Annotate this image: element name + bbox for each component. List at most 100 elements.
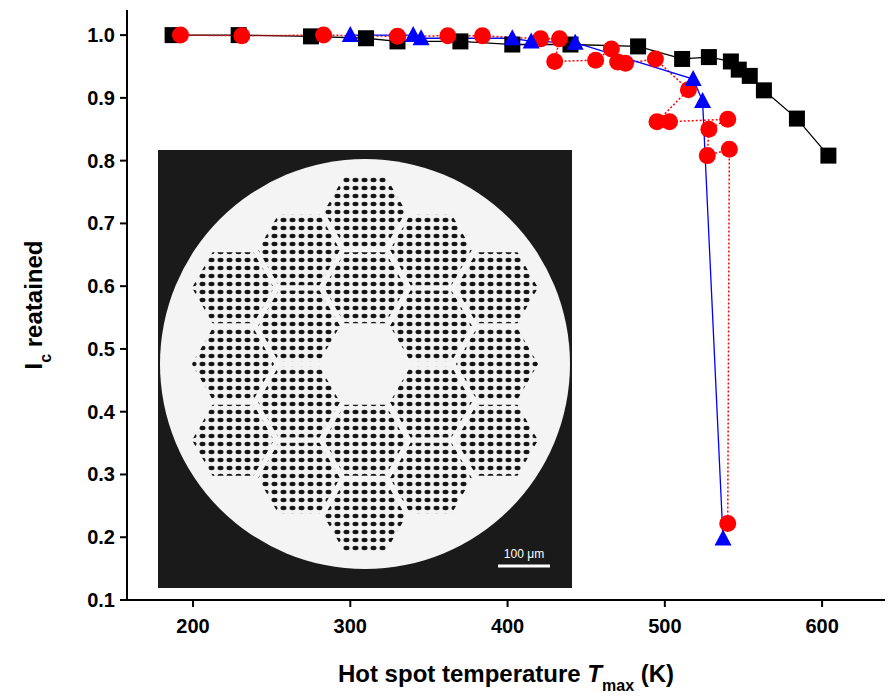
marker bbox=[413, 29, 430, 45]
sub-bundle bbox=[258, 214, 340, 285]
x-tick-label: 500 bbox=[648, 615, 681, 637]
marker bbox=[474, 27, 491, 44]
series-line bbox=[180, 35, 729, 523]
sub-bundle bbox=[390, 290, 472, 361]
sub-bundle bbox=[456, 405, 538, 476]
marker bbox=[742, 68, 758, 84]
sub-bundle bbox=[390, 443, 472, 514]
marker bbox=[700, 121, 717, 138]
marker bbox=[715, 529, 732, 545]
sub-bundle bbox=[390, 214, 472, 285]
marker bbox=[699, 147, 716, 164]
marker bbox=[756, 82, 772, 98]
sub-bundle bbox=[192, 405, 274, 476]
marker bbox=[342, 26, 359, 42]
y-tick-label: 0.8 bbox=[87, 150, 115, 172]
marker bbox=[523, 32, 540, 48]
y-tick bbox=[120, 536, 127, 538]
x-title-part: (K) bbox=[634, 660, 674, 687]
inset-bg bbox=[158, 150, 572, 588]
sub-bundle bbox=[324, 176, 406, 247]
x-tick-label: 300 bbox=[334, 615, 367, 637]
x-tick bbox=[192, 600, 194, 607]
sub-bundle bbox=[192, 252, 274, 323]
y-tick bbox=[120, 34, 127, 36]
marker bbox=[701, 49, 717, 65]
scale-bar bbox=[498, 565, 550, 568]
x-tick-label: 200 bbox=[176, 615, 209, 637]
y-tick-label: 1.0 bbox=[87, 24, 115, 46]
marker bbox=[719, 515, 736, 532]
marker bbox=[315, 27, 332, 44]
y-tick-label: 0.6 bbox=[87, 275, 115, 297]
data bbox=[165, 26, 837, 545]
y-tick bbox=[120, 97, 127, 99]
wire-sheath bbox=[160, 159, 570, 569]
scale-label: 100 μm bbox=[504, 547, 544, 561]
x-tick-label: 600 bbox=[805, 615, 838, 637]
sub-bundle bbox=[258, 367, 340, 438]
y-title-part: I bbox=[20, 363, 47, 370]
marker bbox=[719, 111, 736, 128]
inset: 100 μm bbox=[158, 150, 572, 588]
y-tick bbox=[120, 599, 127, 601]
marker bbox=[358, 30, 374, 46]
marker bbox=[504, 29, 521, 45]
marker bbox=[233, 27, 250, 44]
y-tick-label: 0.9 bbox=[87, 87, 115, 109]
y-tick-label: 0.7 bbox=[87, 212, 115, 234]
x-tick bbox=[821, 600, 823, 607]
y-tick-label: 0.4 bbox=[87, 401, 116, 423]
marker bbox=[647, 50, 664, 67]
y-tick-label: 0.3 bbox=[87, 463, 115, 485]
marker bbox=[172, 27, 189, 44]
y-tick bbox=[120, 411, 127, 413]
x-tick-label: 400 bbox=[491, 615, 524, 637]
marker bbox=[820, 148, 836, 164]
y-title-part: c bbox=[37, 354, 54, 363]
marker bbox=[630, 38, 646, 54]
sub-bundle bbox=[192, 329, 274, 400]
marker bbox=[661, 113, 678, 130]
x-tick bbox=[507, 600, 509, 607]
marker bbox=[567, 34, 584, 50]
marker bbox=[694, 92, 711, 108]
marker bbox=[389, 28, 406, 45]
y-tick bbox=[120, 160, 127, 162]
marker bbox=[685, 70, 702, 86]
x-tick bbox=[664, 600, 666, 607]
y-title-part: reatained bbox=[20, 241, 47, 354]
x-title-part: Hot spot temperature bbox=[338, 660, 587, 687]
marker bbox=[439, 27, 456, 44]
sub-bundle bbox=[390, 367, 472, 438]
x-axis-title: Hot spot temperature Tmax (K) bbox=[338, 660, 674, 694]
marker bbox=[617, 55, 634, 72]
sub-bundle bbox=[258, 443, 340, 514]
x-title-part: max bbox=[602, 677, 634, 694]
marker bbox=[587, 52, 604, 69]
x-tick bbox=[349, 600, 351, 607]
y-tick bbox=[120, 285, 127, 287]
sub-bundle bbox=[258, 290, 340, 361]
sub-bundle bbox=[456, 252, 538, 323]
series-line bbox=[173, 35, 829, 156]
marker bbox=[674, 51, 690, 67]
y-tick bbox=[120, 348, 127, 350]
axes: 0.1 0.2 0.3 0.4 0.5 0.6 0.7 0.8 0.9 1.0 200 300 400 5… bbox=[87, 10, 885, 637]
marker bbox=[789, 111, 805, 127]
series-line bbox=[350, 35, 723, 538]
y-axis-title: Ic reatained bbox=[20, 241, 54, 370]
y-tick-label: 0.5 bbox=[87, 338, 115, 360]
y-tick bbox=[120, 222, 127, 224]
y-tick-label: 0.2 bbox=[87, 526, 115, 548]
marker bbox=[551, 30, 568, 47]
sub-bundle bbox=[324, 405, 406, 476]
marker bbox=[721, 141, 738, 158]
sub-bundle bbox=[324, 481, 406, 552]
y-tick bbox=[120, 473, 127, 475]
sub-bundle bbox=[456, 329, 538, 400]
marker bbox=[546, 53, 563, 70]
x-axis-line bbox=[127, 599, 885, 601]
y-tick-label: 0.1 bbox=[87, 589, 115, 611]
sub-bundle bbox=[324, 252, 406, 323]
